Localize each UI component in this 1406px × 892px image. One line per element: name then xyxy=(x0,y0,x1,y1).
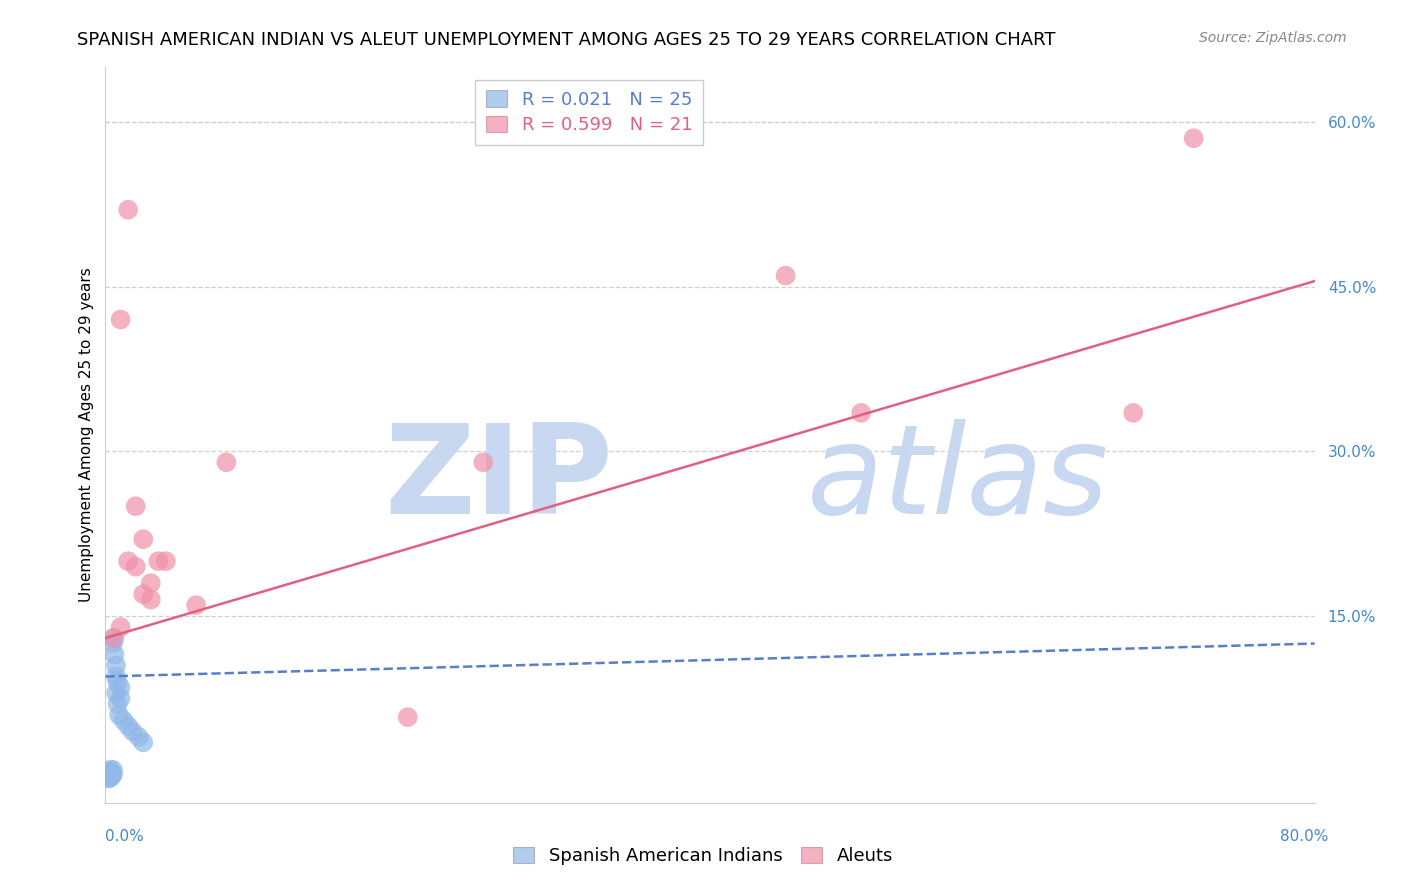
Text: 80.0%: 80.0% xyxy=(1281,830,1329,844)
Point xyxy=(97,772,120,786)
Point xyxy=(117,554,139,568)
Point xyxy=(101,767,124,781)
Point xyxy=(132,532,155,546)
Point xyxy=(215,455,238,469)
Point xyxy=(100,769,122,783)
Point xyxy=(124,500,148,514)
Point xyxy=(132,587,155,601)
Point xyxy=(117,719,139,733)
Text: 0.0%: 0.0% xyxy=(105,830,145,844)
Legend: Spanish American Indians, Aleuts: Spanish American Indians, Aleuts xyxy=(506,839,900,872)
Point xyxy=(101,636,124,650)
Point xyxy=(1182,131,1205,145)
Point xyxy=(1122,406,1144,420)
Text: SPANISH AMERICAN INDIAN VS ALEUT UNEMPLOYMENT AMONG AGES 25 TO 29 YEARS CORRELAT: SPANISH AMERICAN INDIAN VS ALEUT UNEMPLO… xyxy=(77,31,1056,49)
Point xyxy=(110,312,132,326)
Point xyxy=(849,406,872,420)
Point xyxy=(110,691,132,706)
Point xyxy=(396,710,419,724)
Point xyxy=(472,455,495,469)
Point xyxy=(124,559,148,574)
Point xyxy=(132,735,155,749)
Point xyxy=(155,554,177,568)
Point xyxy=(121,724,143,739)
Y-axis label: Unemployment Among Ages 25 to 29 years: Unemployment Among Ages 25 to 29 years xyxy=(79,268,94,602)
Point xyxy=(139,576,162,591)
Text: Source: ZipAtlas.com: Source: ZipAtlas.com xyxy=(1199,31,1347,45)
Point xyxy=(775,268,797,283)
Point xyxy=(139,592,162,607)
Point xyxy=(96,768,118,782)
Point xyxy=(107,697,129,711)
Point xyxy=(108,707,131,722)
Point xyxy=(110,681,132,695)
Point xyxy=(101,631,124,645)
Point xyxy=(101,763,124,777)
Point xyxy=(97,765,120,780)
Point xyxy=(105,658,128,673)
Point xyxy=(105,686,128,700)
Point xyxy=(98,763,121,777)
Text: atlas: atlas xyxy=(807,418,1109,540)
Point xyxy=(148,554,170,568)
Point xyxy=(117,202,139,217)
Text: ZIP: ZIP xyxy=(385,418,613,540)
Point xyxy=(186,598,208,612)
Point xyxy=(128,730,150,744)
Point xyxy=(100,766,122,780)
Point xyxy=(105,669,128,683)
Point xyxy=(103,631,125,645)
Point xyxy=(103,648,125,662)
Point xyxy=(112,714,135,728)
Point xyxy=(107,675,129,690)
Point xyxy=(98,771,121,785)
Legend: R = 0.021   N = 25, R = 0.599   N = 21: R = 0.021 N = 25, R = 0.599 N = 21 xyxy=(475,79,703,145)
Point xyxy=(110,620,132,634)
